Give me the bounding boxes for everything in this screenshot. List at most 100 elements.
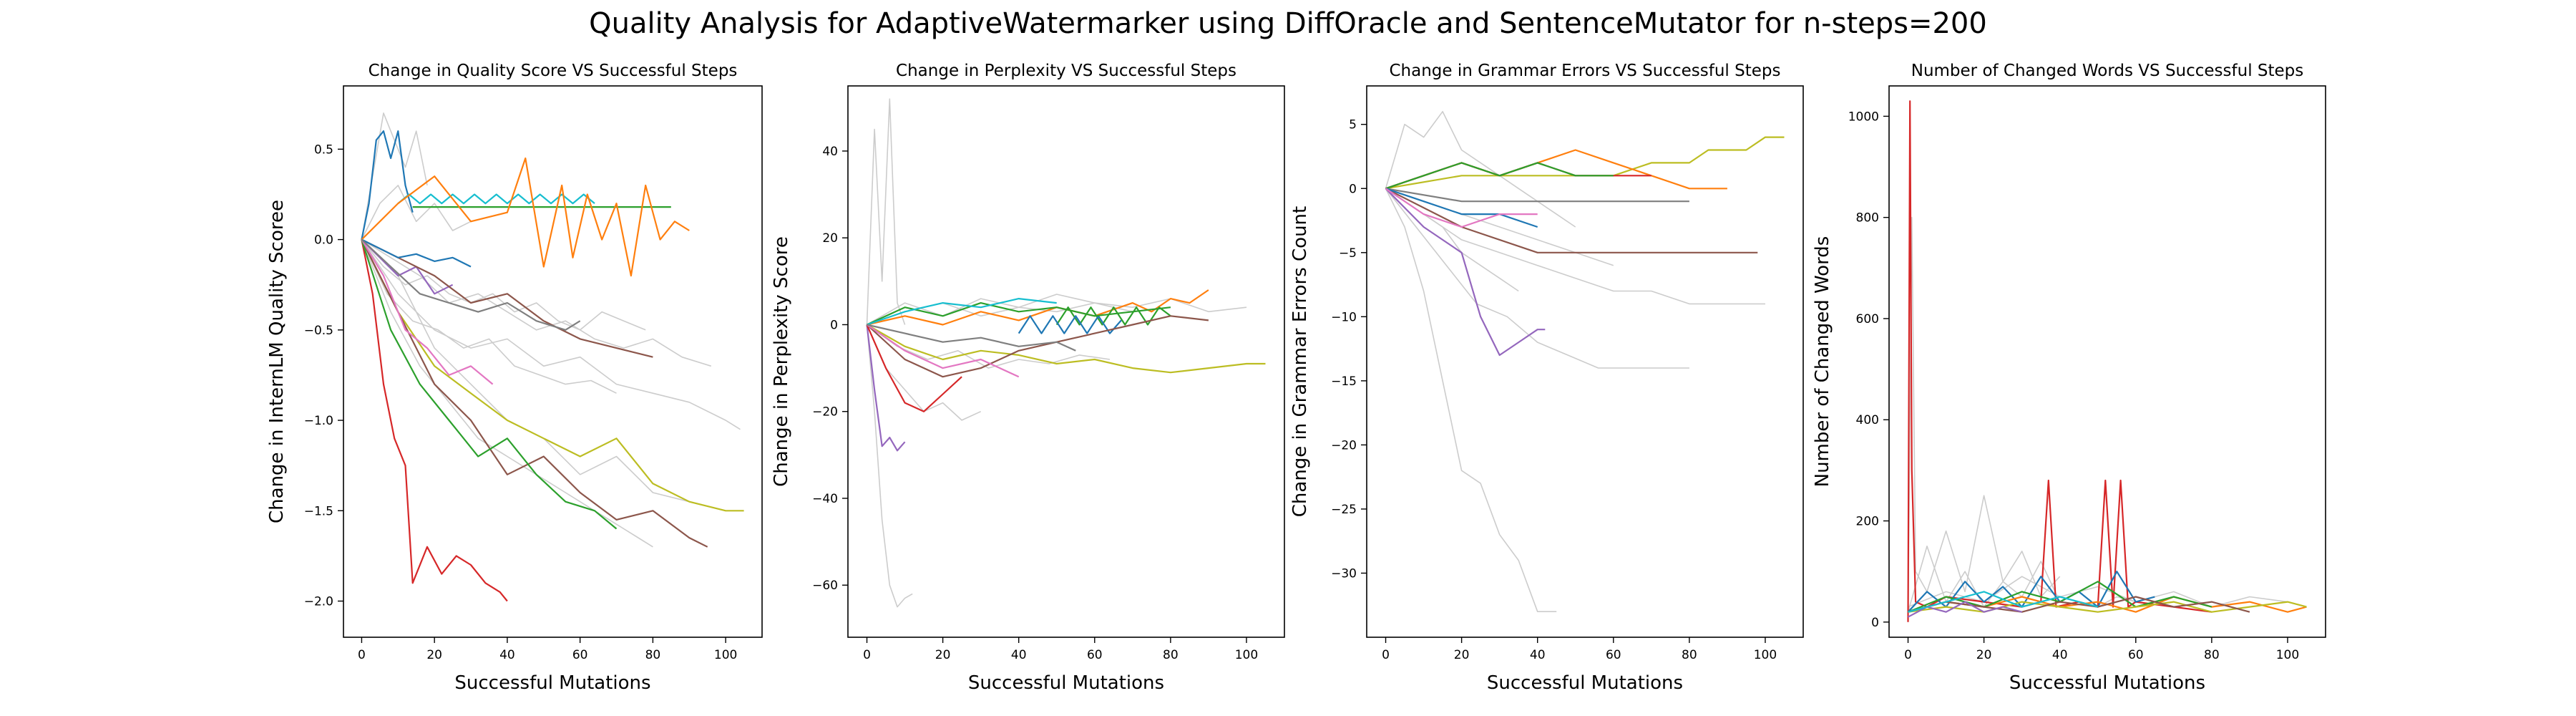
y-tick-label-1: −30 xyxy=(1331,566,1357,581)
x-tick-label-4: 60 xyxy=(1606,648,1621,662)
x-tick-label-2: 20 xyxy=(426,648,442,662)
series-line-1 xyxy=(1385,136,1785,190)
series-line-7 xyxy=(361,239,744,512)
x-axis-label: Successful Mutations xyxy=(968,672,1164,694)
y-tick-label-4: −0.5 xyxy=(304,324,333,338)
axes-frame xyxy=(847,85,1285,638)
series-line-6 xyxy=(1385,188,1689,203)
x-tick-label-5: 80 xyxy=(645,648,661,662)
plot-area xyxy=(1907,100,2307,622)
x-tick-label-3: 40 xyxy=(1530,648,1546,662)
chart-panel-3: 0 20 40 60 80 100 −30 −25 −20 −15 −10 −5 0 5 Change in… xyxy=(1289,62,1804,694)
background-series-line-2 xyxy=(1908,576,2288,608)
y-tick-label-6: 1000 xyxy=(1848,110,1879,124)
axes-frame xyxy=(1888,85,2326,638)
y-tick-label-5: 800 xyxy=(1856,211,1879,226)
background-series-line-1 xyxy=(1907,216,2061,622)
series-line-8 xyxy=(867,302,1171,326)
plot-area xyxy=(1385,111,1785,612)
x-tick-label-5: 80 xyxy=(1682,648,1697,662)
series-line-8 xyxy=(1385,188,1538,228)
background-series-line-8 xyxy=(361,238,712,367)
series-line-2 xyxy=(397,193,595,205)
x-axis-label: Successful Mutations xyxy=(454,672,650,694)
chart-title: Change in Quality Score VS Successful St… xyxy=(369,62,738,80)
background-series-line-4 xyxy=(361,239,646,331)
series-line-5 xyxy=(1385,188,1758,253)
x-tick-label-5: 80 xyxy=(1163,648,1179,662)
series-line-1 xyxy=(361,130,414,240)
y-tick-label-6: −5 xyxy=(1339,246,1357,261)
y-tick-label-2: 200 xyxy=(1856,515,1879,529)
axes-frame xyxy=(1366,85,1804,638)
plot-area xyxy=(866,98,1266,608)
x-tick-label-6: 100 xyxy=(1235,648,1258,662)
x-tick-label-1: 0 xyxy=(358,648,366,662)
x-tick-label-3: 40 xyxy=(1011,648,1027,662)
background-series-line-1 xyxy=(866,98,906,325)
figure-title: Quality Analysis for AdaptiveWatermarker… xyxy=(589,7,1987,40)
y-tick-label-4: 600 xyxy=(1856,312,1879,326)
series-line-3 xyxy=(1018,315,1122,334)
background-series-line-2 xyxy=(1385,188,1765,305)
x-tick-label-6: 100 xyxy=(714,648,737,662)
series-line-5 xyxy=(866,324,906,452)
series-line-12 xyxy=(361,238,472,268)
y-axis-label: Change in Perplexity Score xyxy=(771,236,792,487)
x-tick-label-2: 20 xyxy=(1454,648,1470,662)
series-line-4 xyxy=(866,324,1266,374)
x-tick-label-5: 80 xyxy=(2204,648,2220,662)
x-tick-label-3: 40 xyxy=(499,648,515,662)
x-tick-label-1: 0 xyxy=(863,648,871,662)
background-series-line-6 xyxy=(1385,111,1576,228)
y-axis-label: Number of Changed Words xyxy=(1812,236,1833,488)
x-tick-label-4: 60 xyxy=(1087,648,1103,662)
y-tick-label-6: 0.5 xyxy=(314,142,333,157)
series-line-4 xyxy=(1385,162,1614,190)
chart-title: Change in Grammar Errors VS Successful S… xyxy=(1389,62,1780,80)
x-tick-label-2: 20 xyxy=(1976,648,1992,662)
chart-title: Number of Changed Words VS Successful St… xyxy=(1911,62,2304,80)
series-line-9 xyxy=(866,324,1020,378)
background-series-line-2 xyxy=(866,324,913,608)
series-line-1 xyxy=(1907,100,2212,622)
series-line-8 xyxy=(1908,591,2098,613)
x-tick-label-6: 100 xyxy=(1754,648,1777,662)
y-tick-label-3: 400 xyxy=(1856,413,1879,427)
x-axis-label: Successful Mutations xyxy=(2009,672,2205,694)
x-tick-label-4: 60 xyxy=(572,648,588,662)
background-series-line-6 xyxy=(361,185,472,240)
y-tick-label-2: −1.5 xyxy=(304,504,333,518)
x-tick-label-6: 100 xyxy=(2276,648,2299,662)
chart-panel-2: 0 20 40 60 80 100 −60 −40 −20 0 20 40 Change in Perp… xyxy=(771,62,1285,694)
y-tick-label-4: −15 xyxy=(1331,374,1357,389)
y-tick-label-7: 0 xyxy=(1349,182,1357,196)
y-tick-label-5: 20 xyxy=(822,231,838,246)
y-tick-label-1: −2.0 xyxy=(304,595,333,609)
y-tick-label-8: 5 xyxy=(1349,118,1357,132)
y-tick-label-5: 0.0 xyxy=(314,233,333,248)
background-series-line-6 xyxy=(867,294,1171,326)
y-tick-label-4: 0 xyxy=(830,318,838,332)
series-line-10 xyxy=(867,298,1057,326)
series-line-2 xyxy=(1055,306,1171,326)
background-series-line-5 xyxy=(361,239,690,503)
y-tick-label-2: −40 xyxy=(812,492,838,506)
series-line-9 xyxy=(361,238,653,358)
x-tick-label-1: 0 xyxy=(1382,648,1390,662)
series-line-5 xyxy=(1908,601,2307,613)
y-tick-label-3: −20 xyxy=(1331,438,1357,453)
chart-panel-1: 0 20 40 60 80 100 −2.0 −1.5 −1.0 −0.5 0.0 0.5 Change… xyxy=(266,62,763,694)
background-series-line-3 xyxy=(361,239,653,548)
series-line-5 xyxy=(361,239,508,602)
y-axis-label: Change in InternLM Quality Scoree xyxy=(266,200,288,523)
x-axis-label: Successful Mutations xyxy=(1487,672,1683,694)
background-series-line-1 xyxy=(1385,188,1557,612)
background-series-line-4 xyxy=(867,324,1111,369)
series-line-8 xyxy=(361,239,708,548)
x-tick-label-3: 40 xyxy=(2052,648,2068,662)
background-series-line-3 xyxy=(1385,188,1689,369)
axes-frame xyxy=(343,85,763,638)
